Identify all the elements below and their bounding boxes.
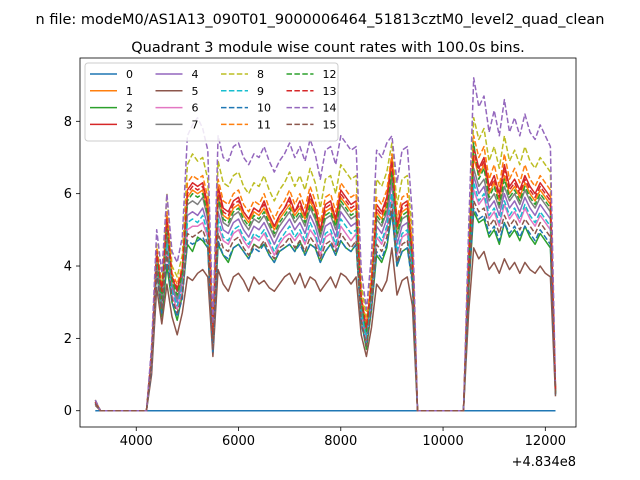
- legend-label-8: 8: [257, 68, 264, 81]
- legend-label-12: 12: [323, 68, 337, 81]
- series-line-9: [94, 182, 557, 412]
- legend-label-2: 2: [126, 102, 133, 115]
- legend-label-0: 0: [126, 68, 133, 81]
- legend-label-1: 1: [126, 85, 133, 98]
- plot-area: 4000 6000 8000 10000 12000 0 2 4 6 8: [64, 57, 577, 449]
- axes-frame: [79, 57, 577, 428]
- legend-label-3: 3: [126, 118, 133, 131]
- series-group: [94, 77, 557, 412]
- x-offset-text: +4.834e8: [512, 455, 576, 470]
- x-tick-label: 8000: [324, 434, 357, 449]
- x-tick-label: 4000: [120, 434, 153, 449]
- legend-label-7: 7: [192, 118, 199, 131]
- x-tick-label: 6000: [222, 434, 255, 449]
- legend-label-13: 13: [323, 85, 337, 98]
- legend-label-10: 10: [257, 102, 271, 115]
- legend-label-5: 5: [192, 85, 199, 98]
- x-tick-label: 12000: [525, 434, 566, 449]
- legend-label-6: 6: [192, 102, 199, 115]
- y-tick-label: 4: [64, 260, 72, 275]
- y-tick-label: 8: [64, 115, 72, 130]
- legend-box: [84, 62, 339, 142]
- series-line-4: [94, 174, 557, 412]
- chart-title: Quadrant 3 module wise count rates with …: [131, 40, 525, 56]
- legend-label-9: 9: [257, 85, 264, 98]
- series-line-7: [94, 167, 557, 412]
- legend-label-15: 15: [323, 118, 337, 131]
- y-tick-label: 0: [64, 404, 72, 419]
- legend-label-14: 14: [323, 102, 337, 115]
- series-line-13: [94, 149, 557, 412]
- legend-label-11: 11: [257, 118, 271, 131]
- series-line-10: [94, 207, 557, 412]
- figure-suptitle: n file: modeM0/AS1A13_090T01_9000006464_…: [36, 12, 605, 28]
- series-line-2: [94, 211, 557, 412]
- series-line-5: [94, 247, 557, 412]
- y-tick-label: 2: [64, 332, 72, 347]
- legend-label-4: 4: [192, 68, 199, 81]
- y-tick-label: 6: [64, 187, 72, 202]
- x-tick-label: 10000: [422, 434, 463, 449]
- series-line-15: [94, 200, 557, 412]
- series-line-12: [94, 142, 557, 412]
- series-line-6: [94, 189, 557, 412]
- series-line-14: [94, 77, 557, 412]
